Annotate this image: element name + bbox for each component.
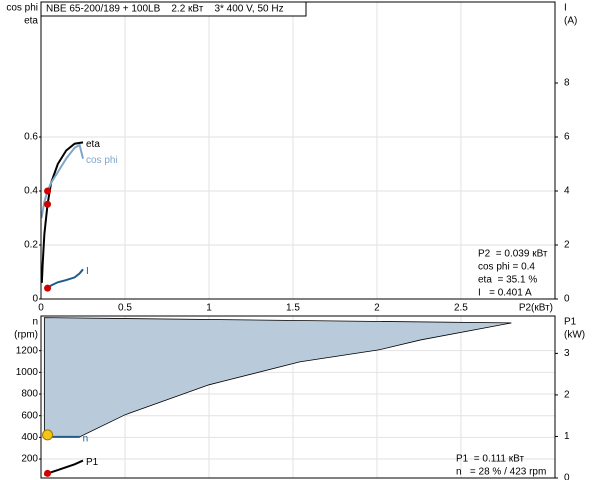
y2-tick-label: 2 — [564, 240, 570, 251]
y2-tick-label: 8 — [564, 78, 570, 89]
y-tick-label: 400 — [21, 432, 38, 443]
y-tick-label: 0.6 — [24, 132, 38, 143]
info-line: P2 = 0.039 кВт — [478, 249, 548, 260]
operating-point — [44, 200, 52, 208]
y2-tick-label: 4 — [564, 186, 570, 197]
plot-area — [41, 2, 555, 299]
y-tick-label: 0 — [32, 294, 38, 305]
info-line: n = 28 % / 423 rpm — [456, 467, 546, 478]
x-tick-label: 1.5 — [286, 303, 300, 314]
info-line: eta = 35.1 % — [478, 275, 537, 286]
y2-axis-label: I — [564, 3, 567, 14]
x-axis-label: P2(кВт) — [519, 303, 553, 314]
header-box — [40, 1, 307, 17]
operating-point — [44, 187, 52, 195]
series-line — [40, 143, 84, 219]
info-line: I = 0.401 A — [478, 288, 532, 299]
y-tick-label: 1200 — [16, 345, 39, 356]
header: NBE 65-200/189 + 100LB 2.2 кВт 3* 400 V,… — [46, 4, 284, 15]
y-axis-label: (rpm) — [14, 330, 38, 341]
y2-axis-label: (kW) — [564, 330, 585, 341]
plot-frame — [40, 315, 556, 479]
x-tick-label: 0 — [38, 303, 44, 314]
y2-tick-label: 1 — [564, 431, 570, 442]
x-tick-label: 0.5 — [118, 303, 132, 314]
y2-axis-label: (A) — [564, 16, 577, 27]
x-tick-label: 2 — [374, 303, 380, 314]
info-line: cos phi = 0.4 — [478, 262, 535, 273]
y2-tick-label: 2 — [564, 390, 570, 401]
operating-point — [44, 469, 52, 477]
y2-axis-label: P1 — [564, 317, 577, 328]
series-label: I — [86, 266, 89, 277]
info-line: P1 = 0.111 кВт — [456, 454, 524, 465]
y-tick-label: 0.2 — [24, 240, 38, 251]
x-tick-label: 1 — [206, 303, 212, 314]
y-axis-label: eta — [24, 16, 38, 27]
series-label: cos phi — [86, 155, 118, 166]
series-label: P1 — [86, 457, 99, 468]
y-tick-label: 0.4 — [24, 186, 38, 197]
y-tick-label: 600 — [21, 410, 38, 421]
x-tick-label: 2.5 — [454, 303, 468, 314]
operating-point — [44, 284, 52, 292]
y-axis-label: cos phi — [6, 3, 38, 14]
y2-tick-label: 0 — [564, 473, 570, 480]
series-label: eta — [86, 139, 100, 150]
y-axis-label: n — [32, 317, 38, 328]
y-tick-label: 800 — [21, 389, 38, 400]
operating-point — [42, 429, 54, 441]
series-label: n — [83, 433, 89, 444]
y-tick-label: 1000 — [16, 367, 39, 378]
y2-tick-label: 6 — [564, 132, 570, 143]
y-tick-label: 200 — [21, 454, 38, 465]
series-line — [46, 268, 84, 289]
y2-tick-label: 0 — [564, 294, 570, 305]
y2-tick-label: 3 — [564, 348, 570, 359]
